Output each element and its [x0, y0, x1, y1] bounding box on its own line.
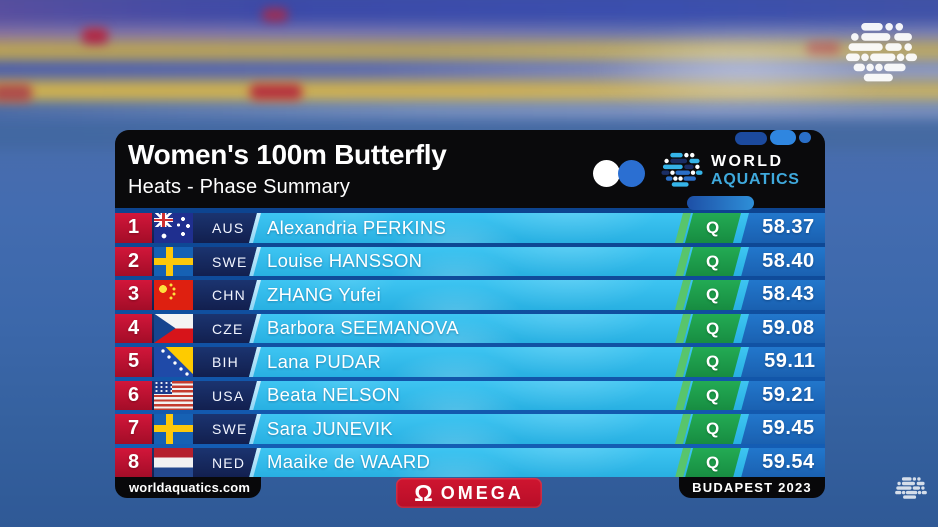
result-time: 59.54: [762, 450, 816, 473]
qualified-badge: Q: [685, 380, 741, 410]
time-block: 58.37: [741, 213, 825, 243]
swimmer-name: ZHANG Yufei: [267, 283, 382, 305]
rank-number: 3: [115, 280, 152, 310]
country-flag-icon: [154, 414, 193, 444]
result-row: AUS 1 Alexandria PERKINS Q 58.37: [115, 213, 825, 243]
qualified-badge: Q: [685, 280, 741, 310]
lane-marker: [262, 8, 288, 22]
result-row: NED 8 Maaike de WAARD Q 59.54: [115, 447, 825, 477]
swimmer-name: Barbora SEEMANOVA: [267, 317, 459, 339]
time-block: 59.21: [741, 380, 825, 410]
event-subtitle: Heats - Phase Summary: [128, 176, 351, 198]
time-block: 58.43: [741, 280, 825, 310]
results-table: AUS 1 Alexandria PERKINS Q 58.37 SWE 2 L…: [115, 213, 825, 477]
result-time: 58.40: [762, 249, 816, 272]
country-flag-icon: [154, 447, 193, 477]
event-title: Women's 100m Butterfly: [128, 139, 447, 170]
brand-world-text: WORLD: [711, 153, 784, 170]
host-city-bar: BUDAPEST 2023: [679, 477, 825, 498]
time-block: 59.45: [741, 414, 825, 444]
swimmer-name: Louise HANSSON: [267, 250, 423, 272]
result-time: 58.43: [762, 283, 816, 306]
swimmer-name: Maaike de WAARD: [267, 451, 431, 473]
decor-pill: [770, 130, 796, 145]
lane-marker: [250, 84, 302, 100]
event-header: Women's 100m Butterfly Heats - Phase Sum…: [115, 130, 825, 208]
swimmer-name: Beata NELSON: [267, 384, 401, 406]
qualified-badge: Q: [685, 347, 741, 377]
country-flag-icon: [154, 347, 193, 377]
swimmer-name: Alexandria PERKINS: [267, 216, 447, 238]
result-row: CZE 4 Barbora SEEMANOVA Q 59.08: [115, 313, 825, 343]
omega-wordmark: OMEGA: [440, 482, 524, 503]
result-time: 59.11: [763, 350, 816, 373]
omega-sponsor-logo: Ω OMEGA: [396, 478, 542, 508]
rank-number: 4: [115, 313, 152, 343]
country-flag-icon: [154, 246, 193, 276]
result-time: 59.45: [762, 417, 816, 440]
result-time: 59.21: [762, 383, 816, 406]
qualified-badge: Q: [685, 414, 741, 444]
world-aquatics-logo-icon: [661, 152, 703, 187]
decor-pill: [799, 132, 811, 143]
rank-number: 6: [115, 380, 152, 410]
rank-number: 8: [115, 447, 152, 477]
decor-circle-white: [593, 160, 620, 187]
time-block: 59.54: [741, 447, 825, 477]
world-aquatics-watermark-icon: [845, 23, 918, 82]
result-row: CHN 3 ZHANG Yufei Q 58.43: [115, 280, 825, 310]
decor-pill: [735, 132, 767, 145]
rank-number: 7: [115, 414, 152, 444]
swimmer-name: Sara JUNEVIK: [267, 417, 393, 439]
country-flag-icon: [154, 213, 193, 243]
country-flag-icon: [154, 280, 193, 310]
decor-scroll-pill: [687, 196, 754, 210]
country-flag-icon: [154, 380, 193, 410]
rank-number: 1: [115, 213, 152, 243]
result-time: 58.37: [762, 216, 816, 239]
decor-circle-blue: [618, 160, 645, 187]
lane-rope-band: [0, 0, 938, 28]
lane-marker: [0, 84, 32, 102]
rank-number: 2: [115, 246, 152, 276]
result-row: SWE 7 Sara JUNEVIK Q 59.45: [115, 414, 825, 444]
time-block: 59.11: [741, 347, 825, 377]
qualified-badge: Q: [685, 447, 741, 477]
rank-number: 5: [115, 347, 152, 377]
time-block: 59.08: [741, 313, 825, 343]
qualified-badge: Q: [685, 246, 741, 276]
result-row: SWE 2 Louise HANSSON Q 58.40: [115, 246, 825, 276]
swimmer-name: Lana PUDAR: [267, 350, 382, 372]
world-aquatics-watermark-small-icon: [895, 477, 927, 499]
brand-aquatics-text: AQUATICS: [711, 171, 800, 188]
qualified-badge: Q: [685, 213, 741, 243]
water-glow: [560, 30, 890, 110]
website-bar: worldaquatics.com: [115, 477, 261, 498]
omega-symbol-icon: Ω: [414, 479, 433, 506]
result-time: 59.08: [762, 316, 816, 339]
country-flag-icon: [154, 313, 193, 343]
result-row: USA 6 Beata NELSON Q 59.21: [115, 380, 825, 410]
qualified-badge: Q: [685, 313, 741, 343]
time-block: 58.40: [741, 246, 825, 276]
lane-marker: [82, 28, 108, 44]
result-row: BIH 5 Lana PUDAR Q 59.11: [115, 347, 825, 377]
